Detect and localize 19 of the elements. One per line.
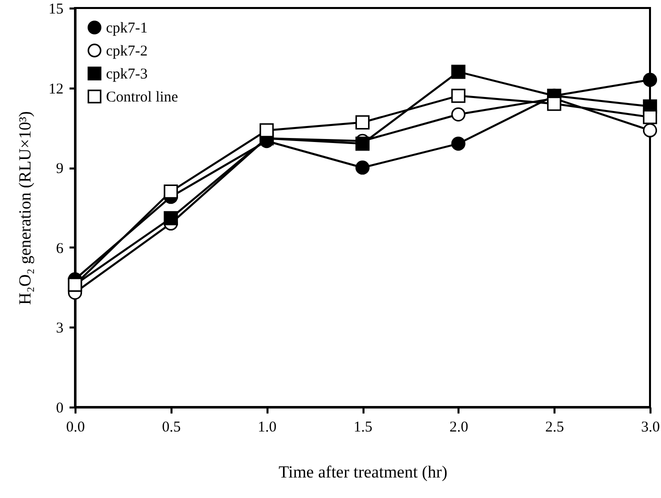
y-tick-label: 12 — [48, 81, 64, 98]
x-tick-label: 1.0 — [258, 420, 277, 436]
y-tick-label: 9 — [56, 161, 64, 178]
y-axis-title: H₂O₂ generation (RLU×10³) — [16, 111, 34, 305]
x-tick-label: 3.0 — [641, 420, 660, 436]
y-tick-label: 6 — [56, 240, 64, 257]
x-tick-label: 0.5 — [162, 420, 181, 436]
x-axis-title: Time after treatment (hr) — [278, 462, 448, 482]
x-tick-label: 2.5 — [545, 420, 564, 436]
legend-label: cpk7-3 — [106, 66, 148, 82]
x-tick-label: 2.0 — [449, 420, 468, 436]
legend-label: Control line — [106, 90, 178, 106]
y-tick-label: 3 — [56, 320, 64, 337]
x-tick-label: 0.0 — [66, 420, 85, 436]
y-tick-label: 15 — [48, 2, 64, 18]
legend-label: cpk7-1 — [106, 20, 148, 36]
legend-label: cpk7-2 — [106, 44, 148, 60]
x-tick-label: 1.5 — [354, 420, 372, 436]
y-tick-label: 0 — [56, 400, 64, 416]
